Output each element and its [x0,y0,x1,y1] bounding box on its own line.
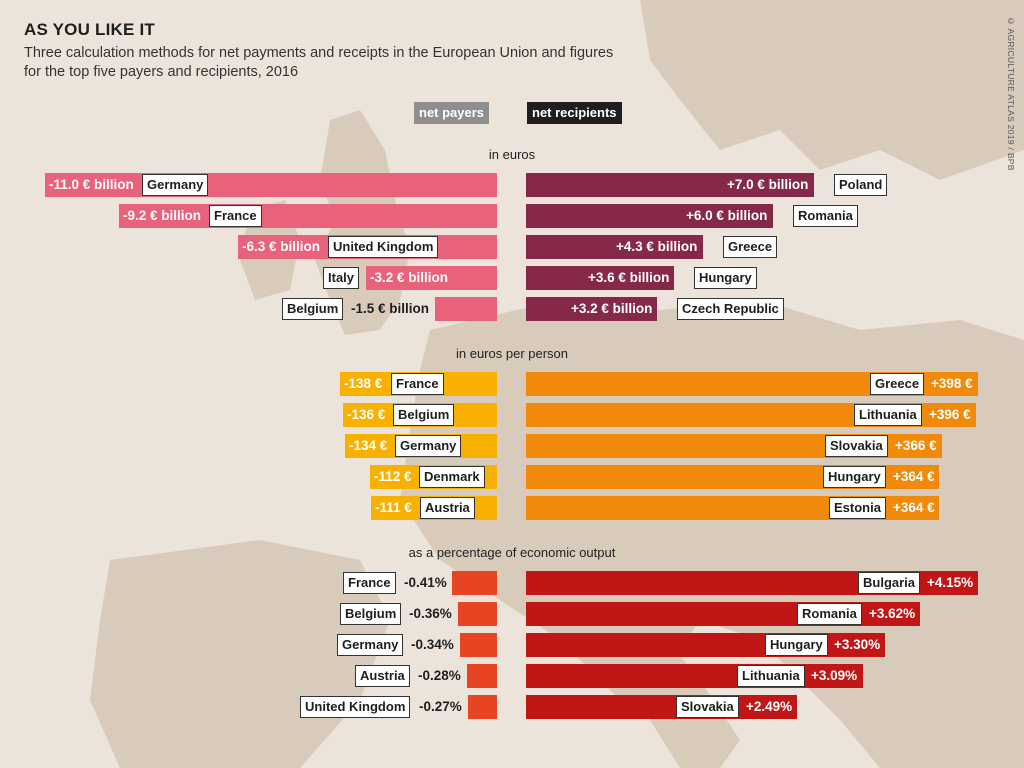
recipient-country-label: Hungary [694,267,757,289]
payer-value-label: -0.36% [409,606,452,621]
payer-bar [366,266,497,290]
section-title: in euros per person [455,346,569,361]
recipient-value-label: +6.0 € billion [686,208,768,223]
recipient-bar [526,695,797,719]
recipient-country-label: Hungary [823,466,886,488]
payer-value-label: -0.41% [404,575,447,590]
recipient-country-label: Greece [723,236,778,258]
credit-line: © AGRICULTURE ATLAS 2019 / BPB [1006,16,1016,171]
payer-bar [452,571,497,595]
recipient-country-label: Estonia [829,497,886,519]
recipient-country-label: Slovakia [825,435,888,457]
recipient-country-label: Lithuania [854,404,922,426]
recipient-value-label: +396 € [929,407,971,422]
payer-value-label: -9.2 € billion [123,208,202,223]
recipient-country-label: Lithuania [737,665,805,687]
payer-value-label: -6.3 € billion [242,239,321,254]
recipient-value-label: +364 € [893,469,935,484]
recipient-value-label: +7.0 € billion [727,177,809,192]
recipient-country-label: Slovakia [676,696,739,718]
recipient-bar [526,173,814,197]
payer-value-label: -0.34% [411,637,454,652]
payer-value-label: -136 € [347,407,386,422]
payer-value-label: -11.0 € billion [49,177,134,192]
recipient-value-label: +2.49% [746,699,793,714]
recipient-country-label: Greece [870,373,925,395]
legend-net-payers: net payers [414,102,490,124]
recipient-bar [526,204,773,228]
recipient-value-label: +398 € [931,376,973,391]
recipient-country-label: Czech Republic [677,298,784,320]
payer-bar [458,602,497,626]
payer-bar [119,204,497,228]
recipient-value-label: +3.30% [834,637,881,652]
payer-country-label: France [209,205,262,227]
payer-value-label: -134 € [349,438,388,453]
recipient-country-label: Romania [793,205,858,227]
payer-country-label: Germany [337,634,404,656]
recipient-bar [526,266,674,290]
chart-subtitle: Three calculation methods for net paymen… [24,45,614,80]
payer-country-label: Germany [395,435,462,457]
recipient-bar [526,297,657,321]
recipient-bar [526,235,703,259]
recipient-country-label: Hungary [765,634,828,656]
payer-country-label: Belgium [393,404,455,426]
payer-country-label: United Kingdom [328,236,439,258]
section-title: in euros [488,147,536,162]
payer-value-label: -0.27% [419,699,462,714]
recipient-value-label: +4.15% [927,575,974,590]
payer-country-label: Denmark [419,466,485,488]
payer-country-label: France [343,572,396,594]
payer-country-label: France [391,373,444,395]
section-title: as a percentage of economic output [408,545,616,560]
payer-country-label: Austria [355,665,410,687]
recipient-country-label: Bulgaria [858,572,921,594]
recipient-bar [526,664,863,688]
payer-country-label: Italy [323,267,360,289]
recipient-value-label: +366 € [895,438,937,453]
legend-net-recipients: net recipients [527,102,622,124]
recipient-value-label: +3.6 € billion [588,270,670,285]
payer-value-label: -111 € [375,500,412,515]
payer-bar [435,297,497,321]
payer-value-label: -0.28% [418,668,461,683]
payer-bar [468,695,497,719]
recipient-value-label: +4.3 € billion [616,239,698,254]
recipient-value-label: +364 € [893,500,935,515]
chart-title: AS YOU LIKE IT [24,20,155,39]
payer-country-label: Belgium [340,603,402,625]
recipient-country-label: Romania [797,603,862,625]
payer-country-label: Austria [420,497,475,519]
payer-country-label: United Kingdom [300,696,411,718]
payer-value-label: -3.2 € billion [370,270,449,285]
payer-country-label: Germany [142,174,209,196]
payer-bar [45,173,497,197]
recipient-value-label: +3.2 € billion [571,301,653,316]
recipient-value-label: +3.62% [869,606,916,621]
recipient-value-label: +3.09% [811,668,858,683]
payer-country-label: Belgium [282,298,344,320]
payer-value-label: -112 € [374,469,412,484]
scandinavia-shape [640,0,1024,180]
payer-bar [460,633,497,657]
recipient-country-label: Poland [834,174,888,196]
payer-value-label: -1.5 € billion [351,301,430,316]
payer-value-label: -138 € [344,376,383,391]
payer-bar [467,664,497,688]
recipient-bar [526,633,885,657]
